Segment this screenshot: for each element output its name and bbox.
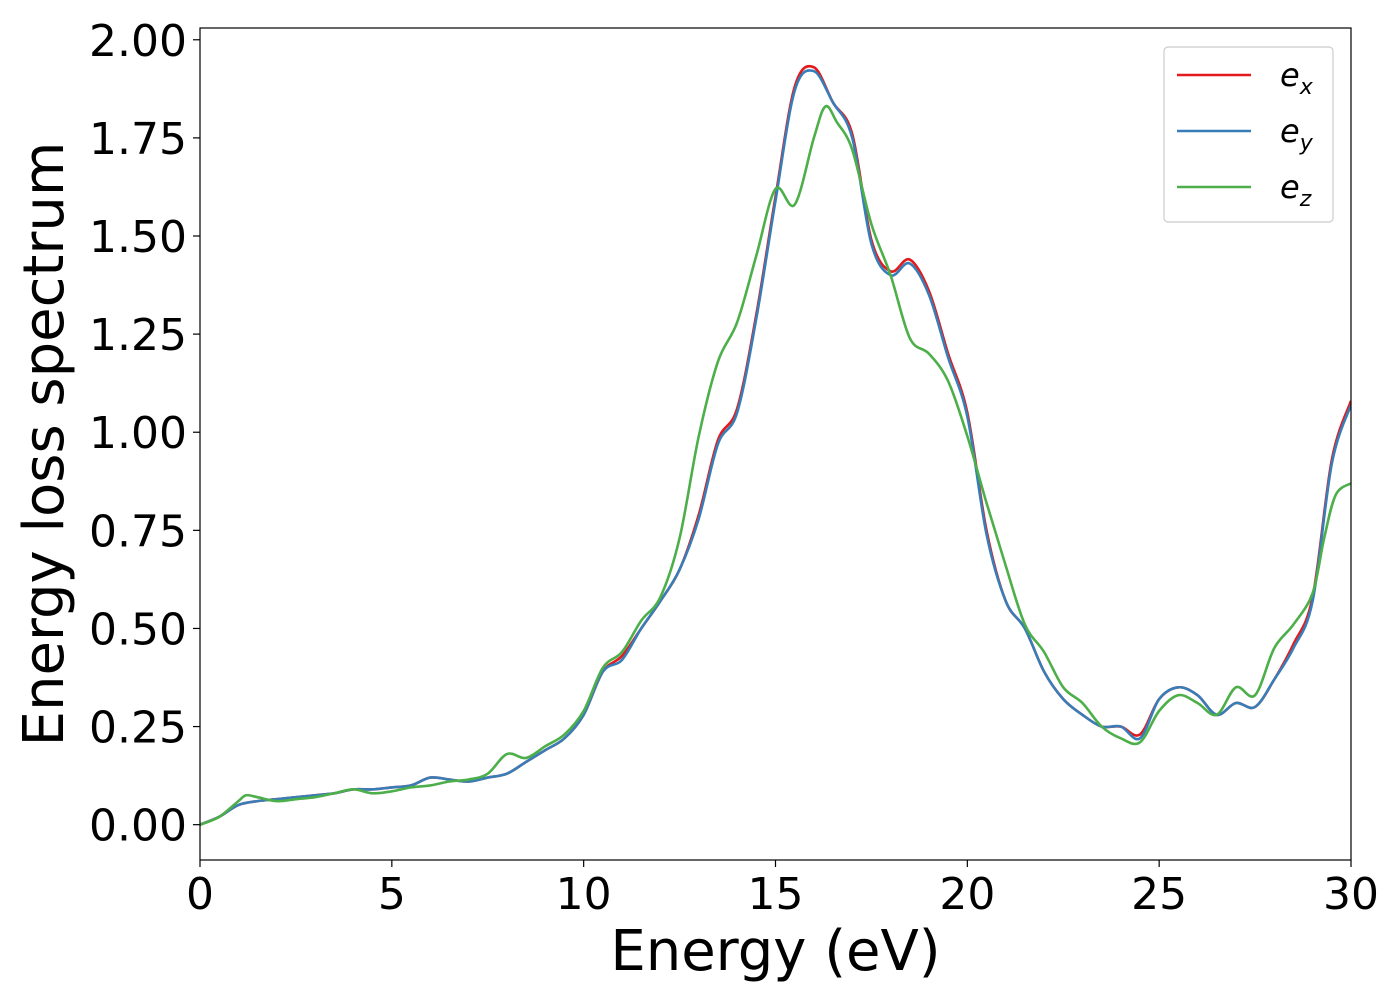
x-axis-title: Energy (eV) <box>610 919 940 984</box>
series-group <box>200 64 1351 826</box>
series-line-e_y <box>200 69 1351 826</box>
series-line-e_z <box>200 104 1351 826</box>
y-tick-label: 0.00 <box>89 801 187 852</box>
x-axis: 0 5 10 15 20 25 30 <box>186 860 1379 920</box>
y-axis-title: Energy loss spectrum <box>12 142 77 747</box>
x-tick-label: 25 <box>1131 869 1187 920</box>
y-tick-label: 1.50 <box>89 212 187 263</box>
legend-box <box>1163 46 1334 223</box>
x-tick-label: 0 <box>186 869 214 920</box>
y-tick-label: 1.75 <box>89 114 187 165</box>
legend-label-e_y: ey <box>1280 112 1314 156</box>
x-tick-label: 15 <box>748 869 804 920</box>
x-tick-label: 30 <box>1323 869 1379 920</box>
legend-label-e_x: ex <box>1280 56 1314 100</box>
y-tick-label: 2.00 <box>89 16 187 67</box>
y-axis: 0.00 0.25 0.50 0.75 1.00 1.25 1.50 1.75 2.00 <box>89 16 200 852</box>
y-tick-label: 1.00 <box>89 408 187 459</box>
legend-label-e_z: ez <box>1280 168 1312 212</box>
x-tick-label: 5 <box>378 869 406 920</box>
x-tick-label: 10 <box>556 869 612 920</box>
y-tick-label: 0.50 <box>89 604 187 655</box>
y-tick-label: 0.25 <box>89 703 187 754</box>
y-tick-label: 0.75 <box>89 506 187 557</box>
x-tick-label: 20 <box>939 869 995 920</box>
y-tick-label: 1.25 <box>89 310 187 361</box>
legend: ex ey ez <box>1163 46 1334 223</box>
